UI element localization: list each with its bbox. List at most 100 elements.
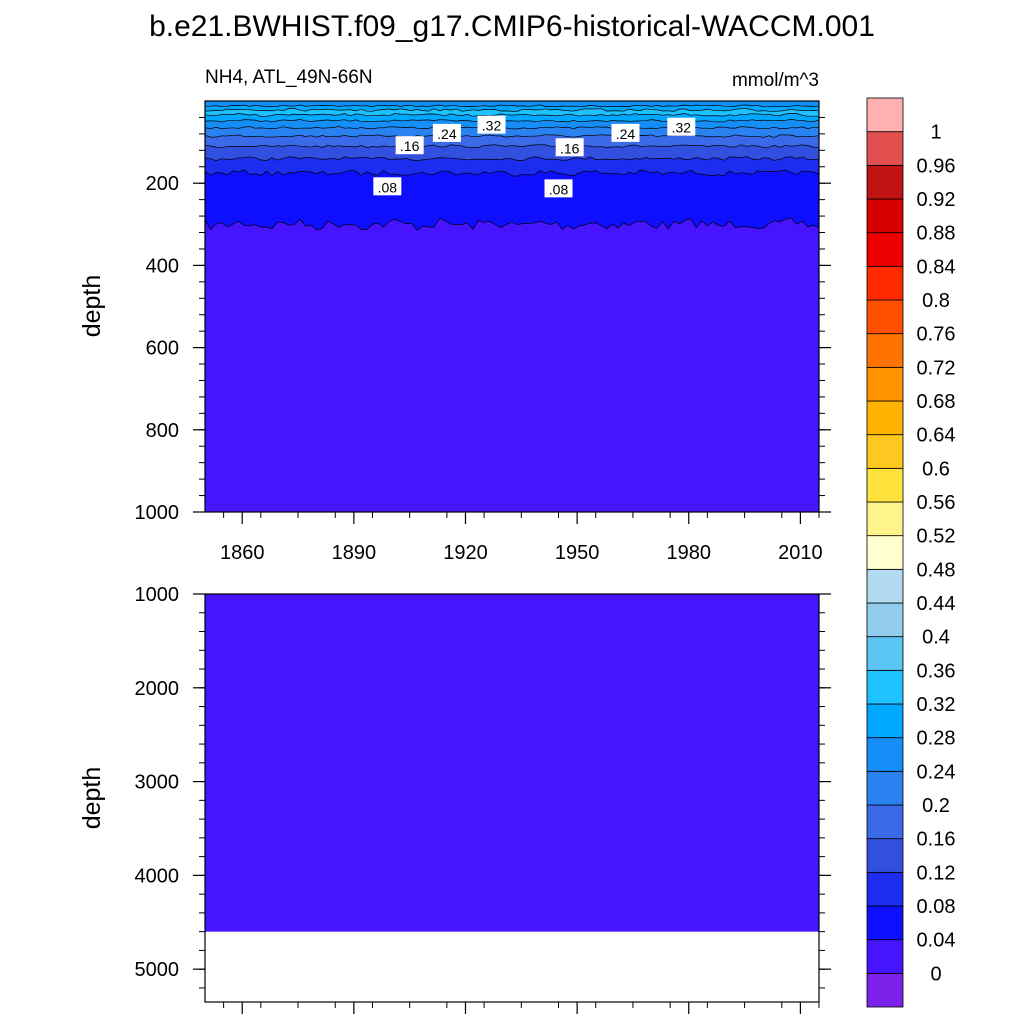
contour-label-box [477,115,506,134]
colorbar-label: 1 [930,122,941,144]
bottom-panel-frame [204,593,820,1003]
colorbar-label: 0.36 [917,660,956,682]
contour-label-text: .32 [672,120,692,136]
colorbar-swatch [866,838,904,873]
contour-band-0.32-top [205,101,819,108]
top-x-tick-label: 1860 [220,542,265,564]
colorbar-swatch [866,871,904,907]
colorbar-swatch [866,804,904,840]
contour-label-box [432,123,461,142]
contour-label: .24 [432,123,461,142]
colorbar-swatch [866,400,904,436]
colorbar-swatch [866,905,904,941]
colorbar-label: 0.28 [917,728,956,750]
contour-label: .16 [555,138,584,157]
colorbar-label: 0.56 [917,492,956,514]
bottom-panel: 1000 2000 3000 4000 5000 depth [78,584,831,1014]
colorbar-label: 0.4 [922,627,950,649]
contour-label: .24 [611,123,640,142]
top-x-tick-label: 1890 [332,542,377,564]
contour-label-box [555,138,584,157]
colorbar-swatch [866,770,904,806]
contour-label-text: .24 [437,126,457,142]
contour-label-text: .32 [482,118,502,134]
colorbar-swatch [866,299,904,335]
chart-title: b.e21.BWHIST.f09_g17.CMIP6-historical-WA… [149,10,875,43]
colorbar-swatch [866,669,904,705]
colorbar-swatch [866,535,904,570]
colorbar-label: 0.84 [917,256,956,278]
colorbar-label: 0.72 [917,357,956,379]
colorbar-label: 0.92 [917,189,956,211]
colorbar-label: 0.44 [917,593,956,615]
colorbar-label: 0.08 [917,896,956,918]
units-label: mmol/m^3 [732,70,819,91]
bottom-y-tick-label: 3000 [135,772,180,794]
colorbar-swatch [866,636,904,671]
colorbar-label: 0 [930,963,941,985]
top-y-tick-label: 600 [146,338,179,360]
colorbar-swatch [866,366,904,402]
top-y-tick-label: 400 [146,255,179,277]
contour-label-text: .08 [378,179,398,195]
colorbar-label: 0.6 [922,458,950,480]
colorbar-swatch [866,265,904,301]
colorbar-label: 0.32 [917,694,956,716]
colorbar-swatch [866,568,904,604]
top-y-tick-label: 200 [146,173,179,195]
top-x-axis: 1860 1890 1920 1950 1980 2010 [220,512,823,564]
colorbar-swatch [866,501,904,537]
bottom-y-tick-label: 5000 [135,959,180,981]
top-x-tick-label: 1920 [443,542,488,564]
colorbar-swatch [866,737,904,772]
colorbar-label: 0.64 [917,425,956,447]
contour-label-text: .16 [400,138,420,154]
contour-label: .32 [477,115,506,134]
colorbar-label: 0.8 [922,290,950,312]
bottom-y-tick-label: 1000 [135,584,180,606]
top-x-tick-label: 1950 [555,542,600,564]
top-field: .32 .24 .16 .08 .32 .24 .16 .08 [205,101,819,512]
colorbar-label: 0.16 [917,829,956,851]
colorbar-swatch [866,97,904,133]
colorbar-label: 0.68 [917,391,956,413]
contour-label: .08 [544,179,573,198]
colorbar-label: 0.88 [917,223,956,245]
colorbar-label: 0.2 [922,795,950,817]
colorbar-swatch [866,164,904,200]
colorbar-swatch [866,131,904,166]
colorbar-label: 0.52 [917,526,956,548]
bottom-y-axis: 1000 2000 3000 4000 5000 [135,584,831,989]
top-y-axis-label: depth [78,275,106,338]
contour-label-text: .24 [616,126,636,142]
contour-label-box [667,117,696,136]
bottom-y-axis-label: depth [78,767,106,830]
contour-labels: .32 .24 .16 .08 .32 .24 .16 .08 [373,115,696,198]
top-panel-frame [204,100,820,513]
colorbar-label: 0.96 [917,155,956,177]
colorbar-swatch [866,602,904,638]
colorbar-swatch [866,434,904,469]
contour-label: .08 [373,177,402,196]
contour-label-text: .16 [560,140,580,156]
top-x-tick-label: 2010 [778,542,823,564]
top-panel: .32 .24 .16 .08 .32 .24 .16 .08 200 400 600 800 100… [78,100,831,564]
colorbar-swatch [866,703,904,739]
colorbar-swatch [866,972,904,1008]
bottom-field [205,594,819,932]
colorbar-label: 0.48 [917,559,956,581]
contour-label-box [395,136,424,155]
top-y-tick-label: 1000 [135,502,180,524]
colorbar-label: 0.04 [917,930,956,952]
colorbar-label: 0.76 [917,324,956,346]
top-x-tick-label: 1980 [667,542,712,564]
colorbar-swatch [866,467,904,503]
contour-label-text: .08 [549,181,569,197]
colorbar-swatch [866,939,904,974]
colorbar-swatch [866,333,904,368]
colorbar-label: 0.24 [917,761,956,783]
colorbar-label: 0.12 [917,862,956,884]
bottom-y-tick-label: 4000 [135,865,180,887]
contour-label-box [611,123,640,142]
